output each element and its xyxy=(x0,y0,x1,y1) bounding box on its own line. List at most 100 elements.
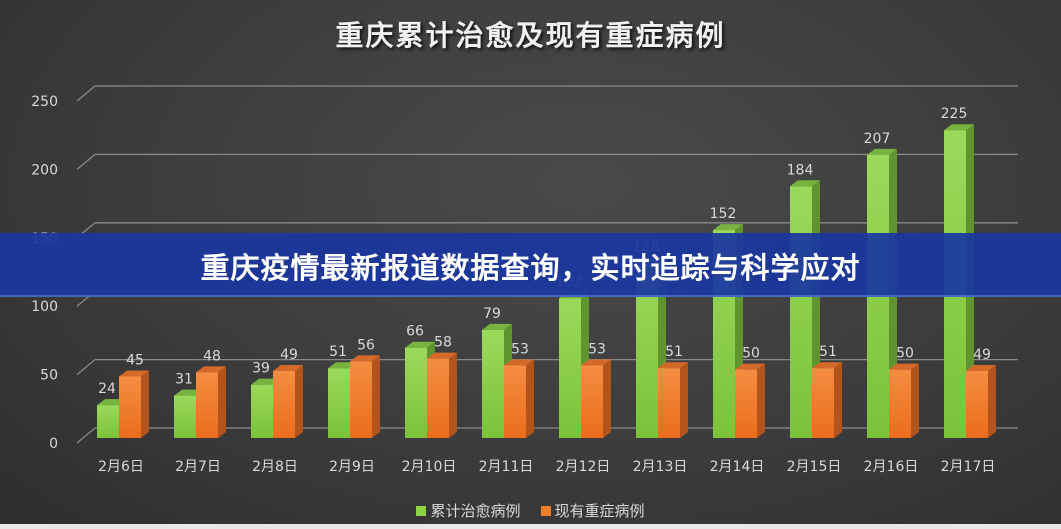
bar-top xyxy=(350,355,380,362)
x-tick-label: 2月8日 xyxy=(252,459,298,475)
data-label: 79 xyxy=(483,306,501,322)
x-tick-label: 2月13日 xyxy=(633,459,688,475)
bar-top xyxy=(482,323,512,330)
bar-top xyxy=(405,341,435,348)
x-axis-labels: 2月6日 2月7日 2月8日 2月9日 2月10日 2月11日 2月12日 2月13日 2月14… xyxy=(98,459,995,475)
gridline-depth xyxy=(76,153,96,170)
bar-side xyxy=(680,362,688,438)
bar-severe xyxy=(889,369,911,438)
data-label: 58 xyxy=(434,335,452,351)
legend-item-severe: 现有重症病例 xyxy=(540,500,645,521)
bar-severe xyxy=(735,369,757,438)
bar-severe xyxy=(966,370,988,438)
x-tick-label: 2月7日 xyxy=(175,459,221,475)
bottom-border xyxy=(0,524,1061,529)
data-label: 51 xyxy=(819,344,837,360)
banner-text: 重庆疫情最新报道数据查询，实时追踪与科学应对 xyxy=(200,251,861,285)
headline-banner: 重庆疫情最新报道数据查询，实时追踪与科学应对 xyxy=(0,233,1061,297)
x-tick-label: 2月12日 xyxy=(556,459,611,475)
bar-top xyxy=(427,352,457,359)
bar-severe xyxy=(273,370,295,438)
data-label: 39 xyxy=(252,361,270,377)
bar-cured xyxy=(636,262,658,438)
bar-top xyxy=(944,124,974,131)
data-label: 49 xyxy=(973,347,991,363)
bar-side xyxy=(141,370,149,438)
gridline-depth xyxy=(76,359,96,376)
x-tick-label: 2月10日 xyxy=(402,459,457,475)
data-label: 49 xyxy=(280,347,298,363)
legend-swatch-green xyxy=(416,505,427,516)
bar-severe xyxy=(504,365,526,438)
bar-severe xyxy=(658,368,680,438)
data-label: 53 xyxy=(588,341,606,357)
bar-side xyxy=(372,355,380,438)
data-label: 50 xyxy=(896,346,914,362)
legend: 累计治愈病例 现有重症病例 xyxy=(0,500,1061,521)
bar-side xyxy=(295,364,303,438)
bar-cured xyxy=(405,347,427,438)
x-tick-label: 2月11日 xyxy=(479,459,534,475)
bar-side xyxy=(449,352,457,438)
bar-top xyxy=(889,363,919,370)
data-label: 45 xyxy=(126,352,144,368)
data-label: 53 xyxy=(511,341,529,357)
bar-side xyxy=(911,363,919,438)
data-label: 207 xyxy=(864,131,891,147)
legend-swatch-orange xyxy=(540,505,551,516)
legend-item-cured: 累计治愈病例 xyxy=(416,500,521,521)
data-label: 56 xyxy=(357,337,375,353)
gridline-depth xyxy=(76,85,96,102)
data-label: 24 xyxy=(98,381,116,397)
bar-top xyxy=(504,359,534,366)
x-tick-label: 2月9日 xyxy=(329,459,375,475)
bar-top xyxy=(966,364,996,371)
bar-side xyxy=(757,363,765,438)
gridline-depth xyxy=(76,427,96,444)
bar-side xyxy=(526,359,534,438)
y-tick-label: 200 xyxy=(31,162,58,178)
data-label: 31 xyxy=(175,372,193,388)
bar-severe xyxy=(119,376,141,438)
bar-side xyxy=(218,366,226,438)
legend-label: 累计治愈病例 xyxy=(430,502,521,520)
data-label: 48 xyxy=(203,348,221,364)
x-tick-label: 2月6日 xyxy=(98,459,144,475)
bar-severe xyxy=(196,372,218,438)
data-label: 225 xyxy=(941,106,968,122)
y-tick-label: 0 xyxy=(49,436,58,452)
x-tick-label: 2月15日 xyxy=(787,459,842,475)
bar-cured xyxy=(790,186,812,438)
y-tick-label: 50 xyxy=(40,368,58,384)
legend-label: 现有重症病例 xyxy=(554,502,645,520)
y-tick-label: 250 xyxy=(31,94,58,110)
bar-cured xyxy=(559,298,581,438)
x-tick-label: 2月17日 xyxy=(941,459,996,475)
bar-top xyxy=(713,224,743,231)
bar-cured xyxy=(174,395,196,438)
bar-severe xyxy=(581,365,603,438)
bar-side xyxy=(988,364,996,438)
bar-side xyxy=(834,362,842,438)
y-tick-label: 100 xyxy=(31,299,58,315)
bar-top xyxy=(581,359,611,366)
bar-top xyxy=(658,362,688,369)
x-tick-label: 2月14日 xyxy=(710,459,765,475)
data-label: 50 xyxy=(742,346,760,362)
data-label: 51 xyxy=(665,344,683,360)
bar-cured xyxy=(251,384,273,438)
bar-top xyxy=(867,148,897,155)
bar-top xyxy=(273,364,303,371)
bar-severe xyxy=(350,361,372,438)
bar-top xyxy=(196,366,226,373)
chart-title: 重庆累计治愈及现有重症病例 xyxy=(335,19,726,52)
data-label: 66 xyxy=(406,324,424,340)
bar-top xyxy=(119,370,149,377)
x-tick-label: 2月16日 xyxy=(864,459,919,475)
bar-cured xyxy=(328,368,350,438)
bar-top xyxy=(790,180,820,187)
bar-severe xyxy=(427,358,449,438)
bar-severe xyxy=(812,368,834,438)
data-label: 51 xyxy=(329,344,347,360)
bar-side xyxy=(603,359,611,438)
